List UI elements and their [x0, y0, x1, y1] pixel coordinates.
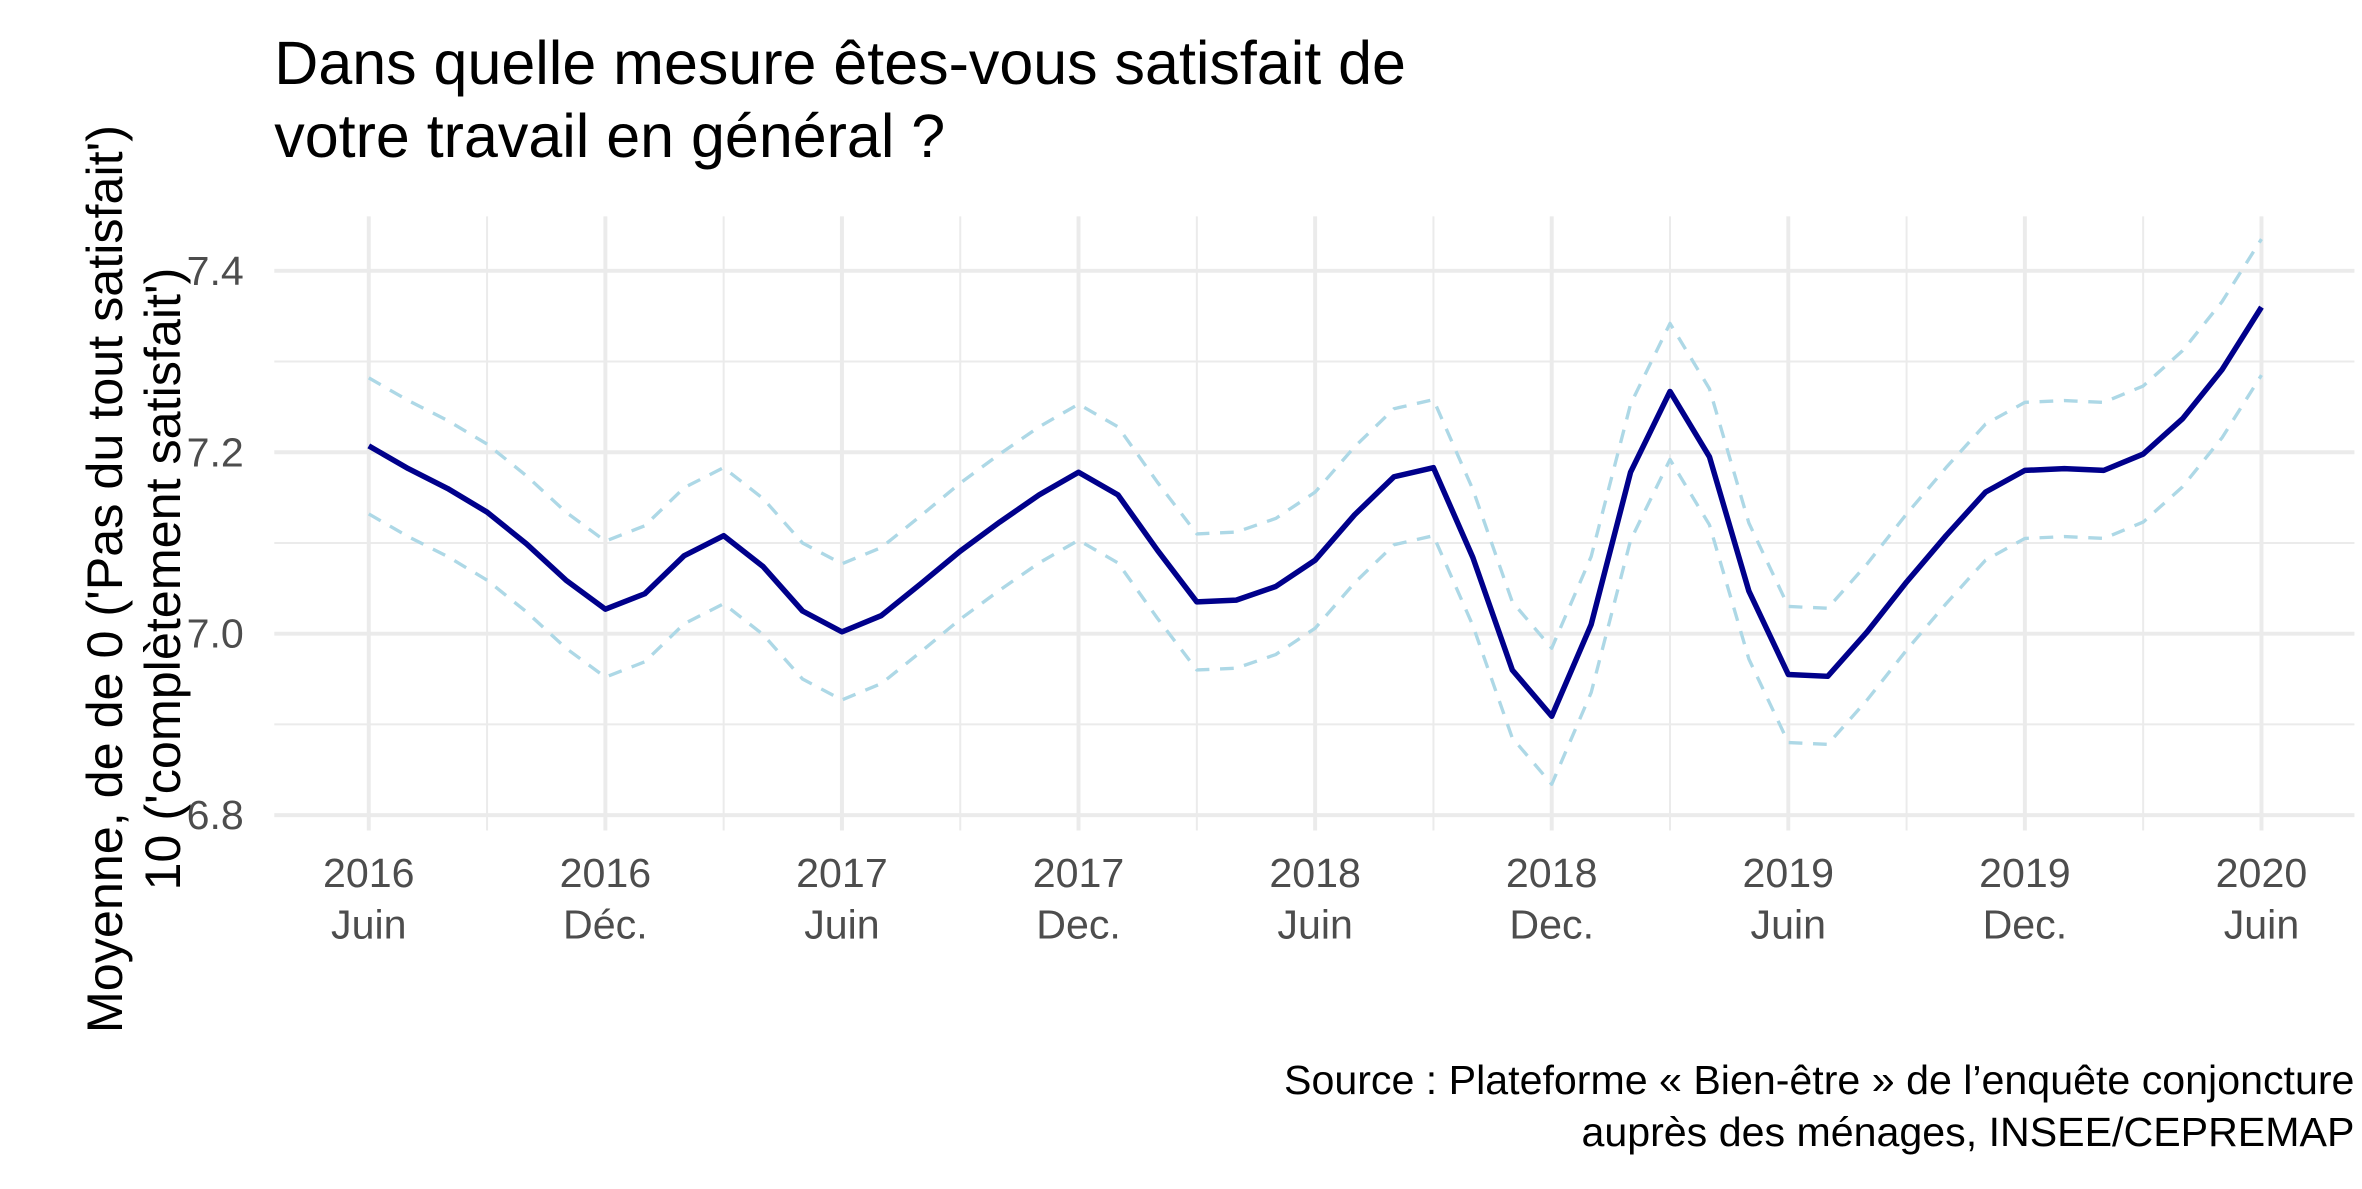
y-tick-label: 7.2 — [186, 429, 244, 476]
x-tick-label: 2017 Juin — [796, 850, 888, 948]
x-tick-label: 2016 Déc. — [559, 850, 652, 948]
x-tick-label: 2017 Dec. — [1032, 850, 1125, 948]
x-tick-label: 2018 Juin — [1269, 850, 1361, 948]
confidence-line — [367, 238, 2263, 650]
x-tick-label: 2020 Juin — [2215, 850, 2308, 948]
data-line — [367, 305, 2264, 719]
y-axis-label: Moyenne, de de 0 ('Pas du tout satisfait… — [76, 125, 191, 1034]
x-tick-label: 2019 Juin — [1742, 850, 1835, 948]
x-tick-label: 2016 Juin — [322, 850, 415, 948]
confidence-line — [367, 374, 2263, 786]
y-tick-label: 6.8 — [186, 792, 244, 838]
chart-title: Dans quelle mesure êtes-vous satisfait d… — [274, 30, 1406, 171]
y-tick-label: 7.4 — [186, 247, 244, 294]
source-note: Source : Plateforme « Bien-être » de l’e… — [1284, 1057, 2355, 1156]
x-tick-label: 2019 Dec. — [1979, 850, 2071, 948]
y-tick-label: 7.0 — [186, 610, 244, 657]
x-tick-label: 2018 Dec. — [1505, 850, 1598, 948]
